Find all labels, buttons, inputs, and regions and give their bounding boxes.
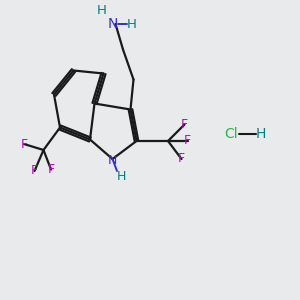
Text: F: F — [20, 137, 28, 151]
Text: Cl: Cl — [224, 127, 238, 140]
Text: F: F — [184, 134, 191, 148]
Text: N: N — [108, 154, 117, 167]
Text: H: H — [97, 4, 107, 17]
Text: H: H — [127, 17, 137, 31]
Text: F: F — [181, 118, 188, 131]
Text: F: F — [178, 152, 185, 166]
Text: H: H — [256, 127, 266, 140]
Text: N: N — [107, 17, 118, 31]
Text: H: H — [117, 170, 126, 184]
Text: F: F — [31, 164, 38, 178]
Text: F: F — [47, 163, 55, 176]
